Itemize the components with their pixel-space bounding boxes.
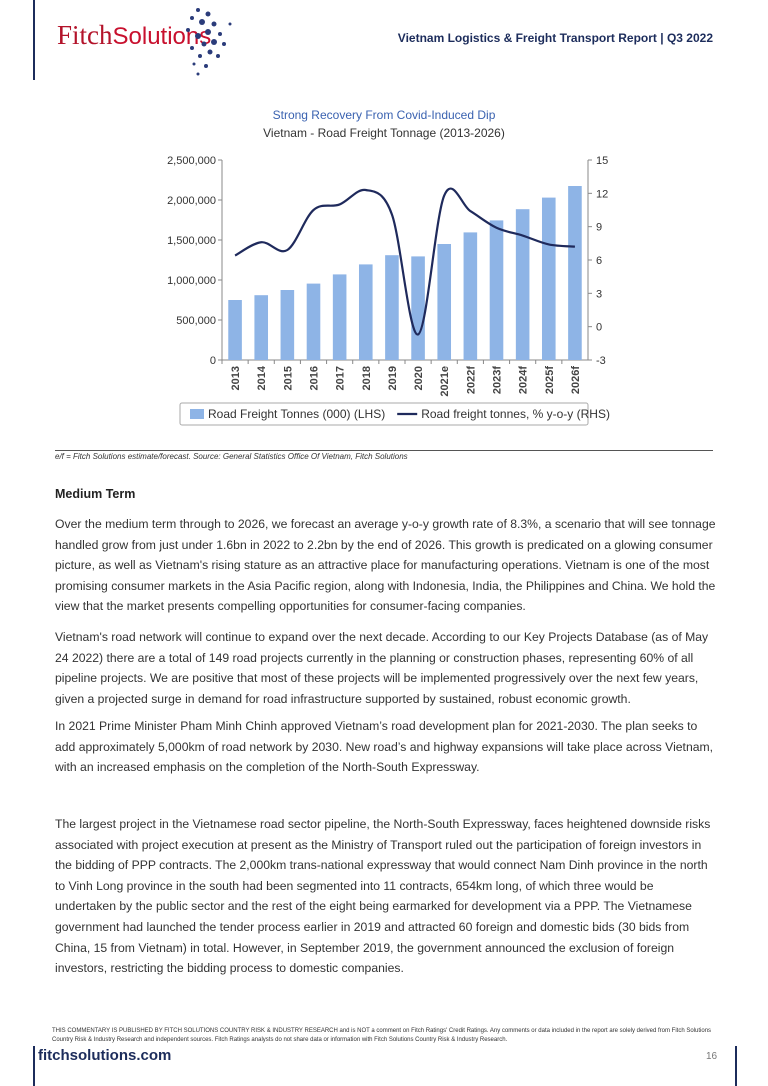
- x-tick-label: 2014: [256, 365, 268, 390]
- y2-tick-label: 3: [596, 288, 602, 300]
- bar: [228, 300, 242, 360]
- x-tick-label: 2017: [335, 366, 347, 390]
- x-tick-label: 2020: [413, 366, 425, 390]
- rule: [735, 1046, 737, 1086]
- bar: [568, 186, 582, 360]
- y2-tick-label: -3: [596, 355, 606, 367]
- bar: [385, 255, 399, 360]
- y2-tick-label: 15: [596, 155, 608, 167]
- bar: [254, 295, 269, 360]
- x-tick-label: 2026f: [570, 366, 582, 394]
- x-tick-label: 2022f: [465, 366, 477, 394]
- y-tick-label: 1,500,000: [167, 235, 216, 247]
- paragraph: The largest project in the Vietnamese ro…: [55, 817, 711, 976]
- bar: [280, 290, 295, 360]
- bar: [541, 197, 556, 360]
- legend-label: Road freight tonnes, % y-o-y (RHS): [421, 407, 610, 421]
- y2-tick-label: 12: [596, 188, 608, 200]
- y-tick-label: 2,000,000: [167, 195, 216, 207]
- section-heading: Medium Term: [55, 487, 136, 501]
- x-tick-label: 2015: [282, 366, 294, 390]
- bar: [306, 283, 321, 360]
- legend-label: Road Freight Tonnes (000) (LHS): [208, 407, 385, 421]
- rule: [33, 0, 35, 80]
- logo: FitchSolutions: [57, 20, 211, 51]
- x-tick-label: 2024f: [518, 366, 530, 394]
- bar: [515, 209, 530, 360]
- line: [234, 187, 576, 336]
- chart: Strong Recovery From Covid-Induced Dip V…: [167, 108, 610, 426]
- logo-dots: [186, 8, 232, 76]
- legend-frame: [179, 402, 589, 426]
- x-tick-label: 2025f: [544, 366, 556, 394]
- y-tick-label: 2,500,000: [167, 155, 216, 167]
- divider: [55, 450, 713, 451]
- paragraph: Over the medium term through to 2026, we…: [55, 517, 716, 614]
- chart-subtitle: Vietnam - Road Freight Tonnage (2013-202…: [263, 126, 505, 140]
- y2-tick-label: 9: [596, 222, 602, 234]
- bar: [411, 256, 425, 360]
- x-tick-label: 2021e: [439, 366, 451, 397]
- rule: [33, 1046, 35, 1086]
- report-title: Vietnam Logistics & Freight Transport Re…: [397, 31, 713, 45]
- bar: [358, 264, 373, 360]
- bar: [463, 232, 478, 360]
- y-tick-label: 500,000: [176, 315, 216, 327]
- x-tick-label: 2023f: [492, 366, 504, 394]
- bar: [437, 244, 452, 360]
- x-tick-label: 2019: [387, 366, 399, 390]
- x-tick-label: 2016: [309, 366, 321, 390]
- paragraph: In 2021 Prime Minister Pham Minh Chinh a…: [55, 719, 714, 775]
- source-note: e/f = Fitch Solutions estimate/forecast.…: [55, 452, 408, 461]
- page-number: 16: [706, 1051, 718, 1062]
- x-tick-label: 2013: [230, 366, 242, 390]
- y2-tick-label: 6: [596, 255, 602, 267]
- logo-text: Fitch: [57, 20, 113, 50]
- bar: [332, 274, 347, 360]
- bar: [489, 220, 504, 360]
- x-tick-label: 2018: [361, 366, 373, 390]
- chart-title: Strong Recovery From Covid-Induced Dip: [273, 108, 496, 122]
- legend-swatch: [190, 409, 204, 419]
- y-tick-label: 0: [210, 355, 216, 367]
- paragraph: Vietnam's road network will continue to …: [55, 630, 709, 706]
- y-tick-label: 1,000,000: [167, 275, 216, 287]
- website[interactable]: fitchsolutions.com: [38, 1047, 172, 1064]
- y2-tick-label: 0: [596, 322, 602, 334]
- logo-text: Solutions: [112, 23, 212, 50]
- disclaimer: THIS COMMENTARY IS PUBLISHED BY FITCH SO…: [52, 1028, 712, 1043]
